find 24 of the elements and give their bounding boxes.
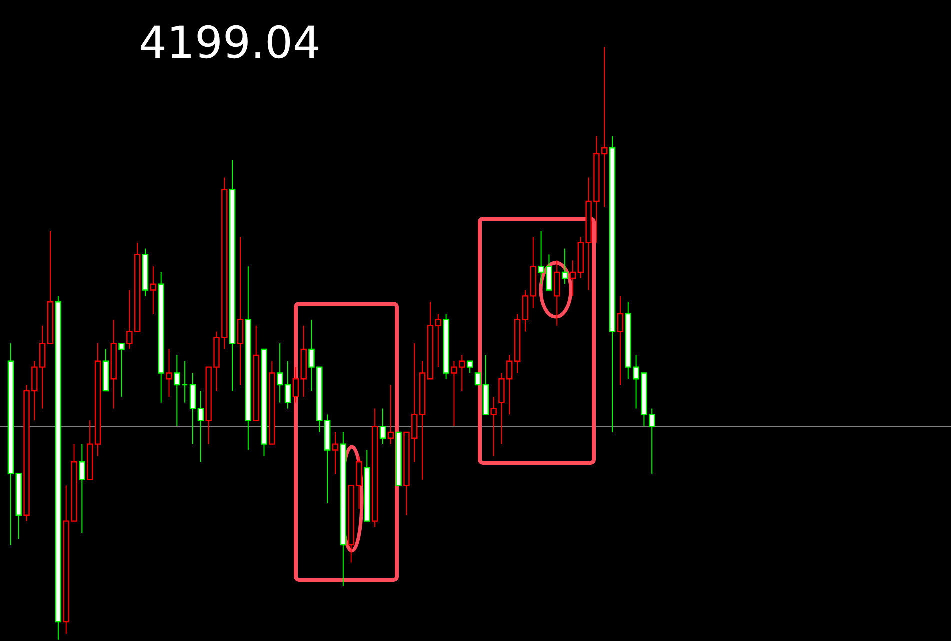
candlestick: [284, 360, 292, 410]
candlestick: [435, 313, 442, 368]
candlestick: [466, 360, 474, 374]
candlestick: [562, 248, 568, 285]
candlestick: [79, 444, 86, 534]
candlestick: [150, 266, 157, 314]
candlestick: [118, 343, 125, 398]
candlestick: [182, 360, 188, 404]
candlestick: [174, 354, 180, 428]
candlestick: [474, 372, 482, 386]
candlestick: [198, 390, 204, 463]
chart-title: 4199.04: [139, 18, 321, 69]
candlestick: [190, 372, 196, 445]
candlestick: [332, 432, 339, 474]
candlestick: [166, 349, 172, 398]
candlestick: [522, 290, 529, 332]
candlestick: [554, 260, 560, 326]
candlestick: [237, 236, 244, 386]
candlestick: [570, 260, 576, 297]
candlestick: [617, 296, 624, 386]
candlestick: [380, 408, 386, 445]
candlestick: [490, 396, 497, 457]
candlestick: [276, 343, 284, 404]
candlestick: [388, 384, 394, 445]
